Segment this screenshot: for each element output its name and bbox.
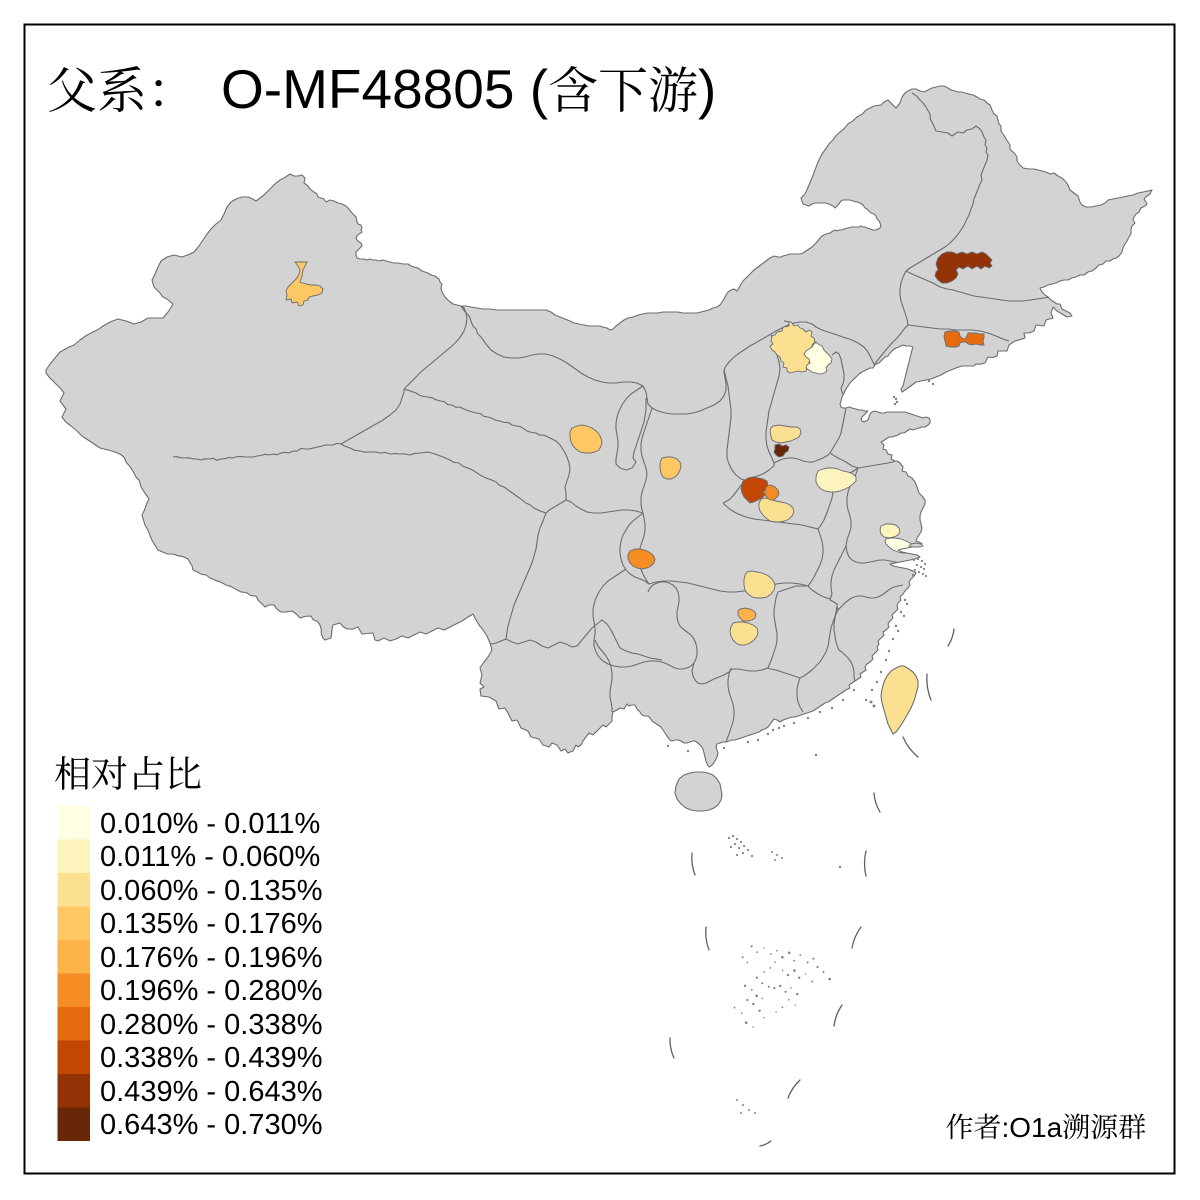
svg-text::O1a: :O1a	[1002, 1112, 1063, 1143]
svg-text:): )	[698, 58, 716, 120]
svg-text:0.135% - 0.176%: 0.135% - 0.176%	[100, 908, 322, 940]
svg-text:O-MF48805 (: O-MF48805 (	[221, 58, 548, 120]
svg-text:0.011% - 0.060%: 0.011% - 0.060%	[100, 841, 320, 873]
svg-text:0.010% - 0.011%: 0.010% - 0.011%	[100, 808, 320, 840]
svg-text:0.280% - 0.338%: 0.280% - 0.338%	[100, 1009, 322, 1041]
svg-text:0.439% - 0.643%: 0.439% - 0.643%	[100, 1076, 322, 1108]
svg-text:0.176% - 0.196%: 0.176% - 0.196%	[100, 942, 322, 974]
svg-text:0.643% - 0.730%: 0.643% - 0.730%	[100, 1109, 322, 1141]
svg-text:0.060% - 0.135%: 0.060% - 0.135%	[100, 875, 322, 907]
svg-text:0.196% - 0.280%: 0.196% - 0.280%	[100, 975, 322, 1007]
svg-text:0.338% - 0.439%: 0.338% - 0.439%	[100, 1042, 322, 1074]
